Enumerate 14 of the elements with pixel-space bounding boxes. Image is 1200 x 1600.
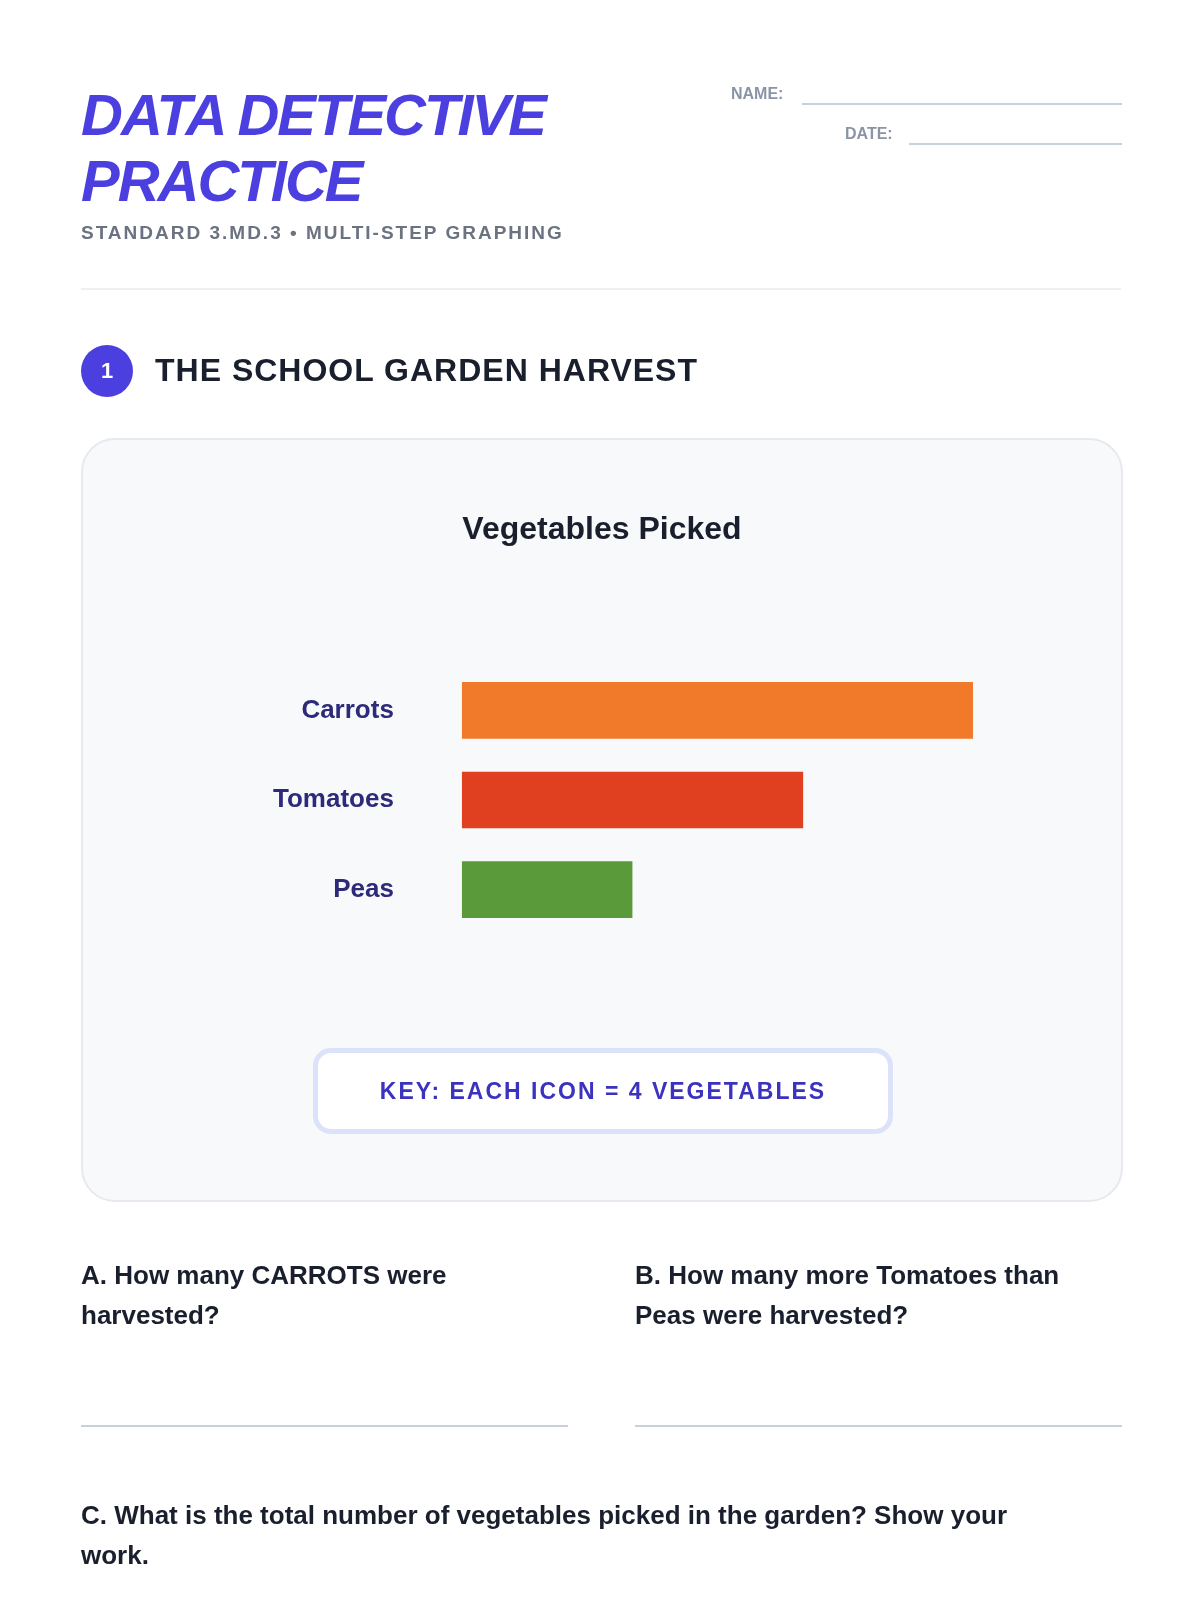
chart-title: Vegetables Picked [461, 510, 743, 547]
text: STANDARD 3.MD.3 • MULTI-STEP GRAPHING [81, 222, 564, 244]
text: A. How many CARROTS were harvested? [81, 1259, 448, 1332]
text: 1 [81, 345, 133, 397]
y-tick-label: Peas [333, 872, 394, 903]
text: C. What is the total number of vegetables picked in the garden? Show your work. [81, 1499, 1008, 1572]
y-tick-label: Carrots [301, 693, 394, 724]
text: NAME: [731, 85, 784, 103]
text: B. How many more Tomatoes than Peas were harvested? [635, 1259, 1061, 1332]
text: DATE: [845, 125, 893, 143]
text: DATA DETECTIVE PRACTICE [81, 82, 549, 214]
y-tick-label: Tomatoes [273, 783, 394, 814]
text: THE SCHOOL GARDEN HARVEST [155, 352, 698, 389]
text: KEY: EACH ICON = 4 VEGETABLES [313, 1048, 893, 1134]
